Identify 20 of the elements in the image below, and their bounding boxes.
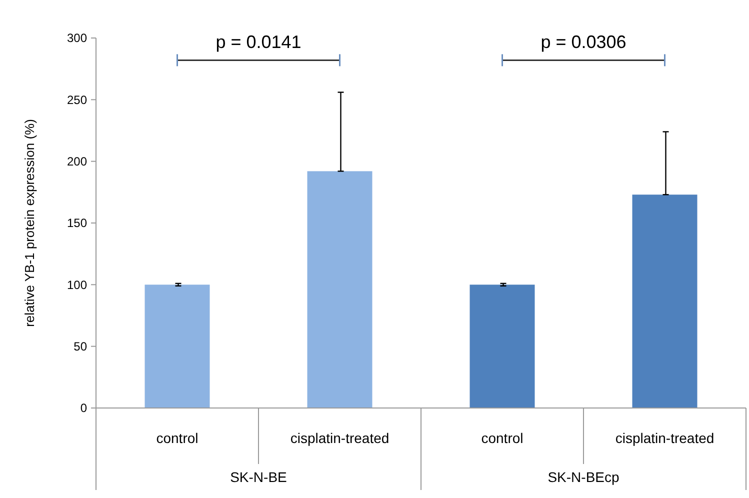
text: SK-N-BE bbox=[230, 469, 287, 485]
text: SK-N-BEcp bbox=[548, 469, 620, 485]
bar bbox=[144, 284, 210, 408]
bar bbox=[470, 284, 535, 408]
y-tick-label: 50 bbox=[74, 340, 88, 354]
y-tick-label: 100 bbox=[66, 278, 88, 292]
x-tick-label: cisplatin-treated bbox=[290, 430, 390, 446]
x-tick-label: control bbox=[156, 430, 198, 446]
y-tick-label: 250 bbox=[66, 92, 88, 107]
annotation: p = 0.0141 bbox=[216, 32, 302, 52]
x-tick-label: control bbox=[481, 430, 524, 446]
bar bbox=[632, 194, 698, 408]
y-axis-title: relative YB-1 protein expression (%) bbox=[22, 119, 37, 327]
y-tick-label: 0 bbox=[80, 401, 88, 416]
y-tick-label: 150 bbox=[66, 216, 88, 230]
annotation: p = 0.0306 bbox=[540, 32, 626, 52]
y-tick-label: 200 bbox=[66, 154, 88, 169]
y-tick-label: 300 bbox=[66, 31, 88, 46]
x-tick-label: cisplatin-treated bbox=[615, 430, 714, 446]
bar bbox=[307, 171, 372, 408]
